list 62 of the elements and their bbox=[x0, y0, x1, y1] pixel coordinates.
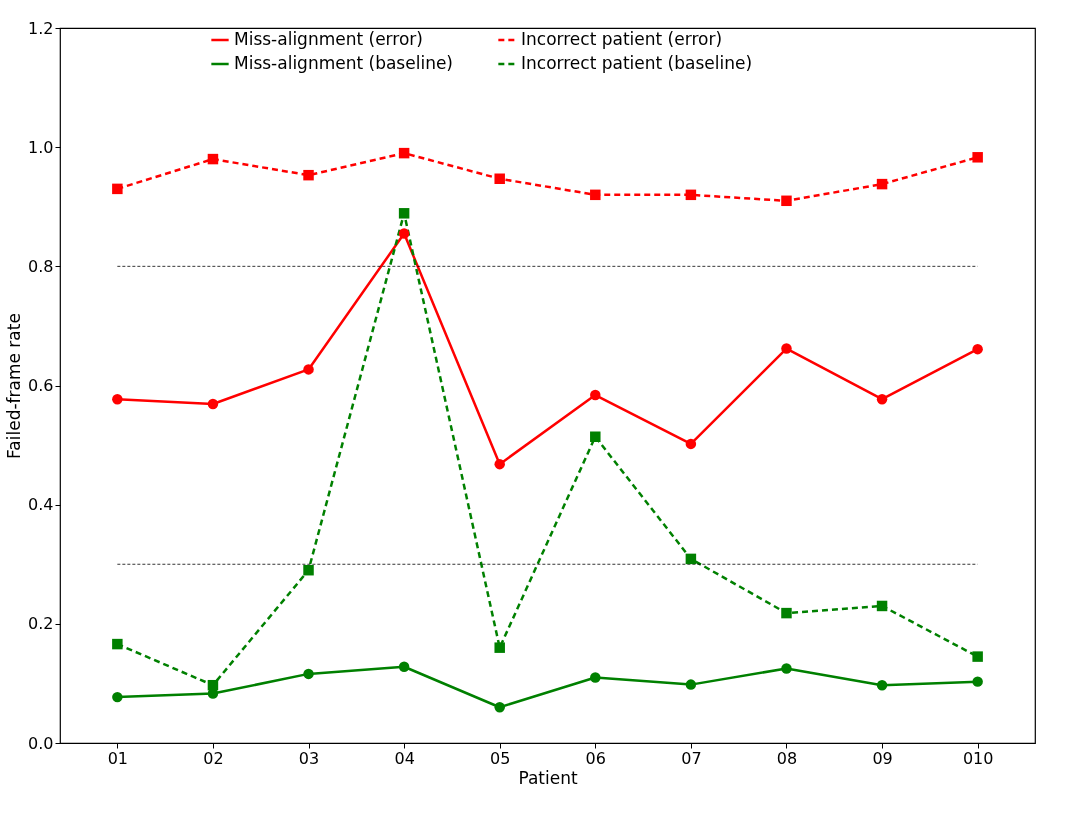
point bbox=[398, 147, 410, 159]
point bbox=[685, 438, 697, 450]
point bbox=[398, 208, 410, 219]
point bbox=[685, 679, 697, 690]
point bbox=[494, 458, 505, 470]
point bbox=[972, 651, 983, 662]
point bbox=[972, 152, 983, 163]
point bbox=[494, 642, 505, 653]
x-tick-label: 02 bbox=[203, 748, 224, 768]
legend-label: Incorrect patient (baseline) bbox=[521, 53, 753, 73]
point bbox=[781, 607, 792, 619]
point bbox=[303, 364, 314, 375]
x-tick-label: 01 bbox=[107, 748, 129, 768]
legend-label: Incorrect patient (error) bbox=[521, 29, 723, 49]
x-tick-label: 03 bbox=[298, 748, 320, 768]
x-tick-label: 05 bbox=[490, 748, 511, 768]
legend-label: Miss-alignment (error) bbox=[234, 29, 423, 49]
y-tick-label: 0.0 bbox=[28, 733, 54, 753]
point bbox=[112, 691, 123, 703]
point bbox=[590, 389, 601, 401]
x-tick-label: 08 bbox=[776, 748, 798, 768]
y-tick-label: 0.4 bbox=[28, 495, 54, 515]
x-tick-label: 09 bbox=[872, 748, 893, 768]
point bbox=[398, 661, 410, 672]
point bbox=[590, 189, 601, 201]
point bbox=[781, 195, 792, 207]
point bbox=[207, 398, 219, 410]
point bbox=[685, 553, 697, 565]
point bbox=[876, 178, 888, 190]
point bbox=[112, 393, 123, 405]
y-tick-label: 0.8 bbox=[28, 256, 54, 276]
point bbox=[781, 663, 792, 674]
point bbox=[972, 343, 983, 355]
y-tick-label: 0.6 bbox=[28, 376, 54, 395]
point bbox=[207, 679, 219, 691]
point bbox=[207, 153, 219, 165]
point bbox=[876, 679, 888, 691]
y-tick-label: 1.2 bbox=[28, 18, 54, 38]
point bbox=[876, 600, 888, 612]
point bbox=[303, 668, 314, 680]
point bbox=[303, 169, 314, 181]
point bbox=[876, 393, 888, 405]
point bbox=[112, 638, 123, 650]
y-tick-label: 1.0 bbox=[28, 137, 54, 157]
x-tick-label: 07 bbox=[681, 748, 702, 768]
y-tick-label: 0.2 bbox=[28, 614, 54, 634]
point bbox=[972, 676, 983, 687]
point bbox=[494, 173, 505, 184]
point bbox=[781, 343, 792, 354]
point bbox=[590, 431, 601, 442]
point bbox=[685, 189, 697, 201]
point bbox=[494, 702, 505, 713]
y-axis-title: Failed-frame rate bbox=[4, 313, 25, 459]
x-axis-title: Patient bbox=[518, 767, 578, 788]
x-tick-label: 06 bbox=[585, 748, 606, 768]
point bbox=[303, 564, 314, 576]
x-tick-label: 010 bbox=[962, 748, 994, 768]
point bbox=[398, 228, 410, 239]
point bbox=[112, 183, 123, 195]
x-tick-label: 04 bbox=[394, 748, 415, 768]
point bbox=[590, 672, 601, 683]
legend-label: Miss-alignment (baseline) bbox=[234, 53, 453, 73]
